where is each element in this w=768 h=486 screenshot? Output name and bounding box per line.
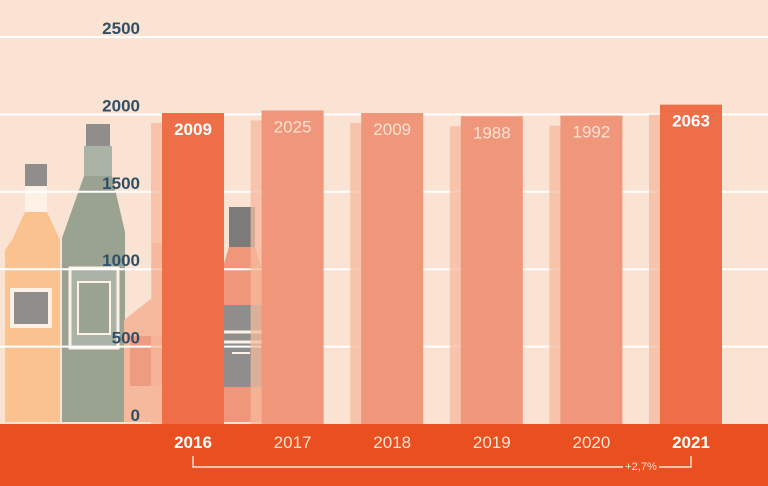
y-tick-label: 500: [112, 329, 140, 348]
baseline-band: [0, 424, 768, 486]
data-label-2017: 2025: [274, 118, 312, 137]
change-bracket: [192, 456, 692, 468]
y-tick-label: 1500: [102, 174, 140, 193]
bar-2019: [460, 116, 523, 424]
data-label-2020: 1992: [572, 123, 610, 142]
x-tick-label-2020: 2020: [572, 433, 610, 452]
x-tick-label-2019: 2019: [473, 433, 511, 452]
y-tick-label: 0: [131, 406, 140, 425]
y-tick-label: 1000: [102, 251, 140, 270]
data-label-2018: 2009: [373, 120, 411, 139]
bottle-icon: [5, 164, 60, 422]
data-label-2019: 1988: [473, 123, 511, 142]
bar-2021: [660, 104, 722, 425]
change-label-backdrop: [623, 460, 659, 472]
bar-2017: [261, 110, 324, 424]
x-tick-label-2021: 2021: [672, 433, 710, 452]
bar-2016: [162, 113, 224, 424]
x-tick-label-2017: 2017: [274, 433, 312, 452]
change-label: +2,7%: [625, 461, 657, 473]
y-tick-label: 2500: [102, 19, 140, 38]
bars: 2009 2025 2009 1988 1992 2063: [151, 104, 722, 425]
data-label-2016: 2009: [174, 120, 212, 139]
change-annotation: +2,7%: [192, 456, 692, 473]
data-label-2021: 2063: [672, 112, 710, 131]
bar-2020: [560, 115, 623, 424]
y-axis: 0 500 1000 1500 2000 2500: [102, 19, 140, 425]
x-tick-label-2018: 2018: [373, 433, 411, 452]
bar-2018: [361, 113, 424, 424]
x-tick-label-2016: 2016: [174, 433, 212, 452]
y-tick-label: 2000: [102, 96, 140, 115]
bottle-icon: [62, 124, 125, 422]
x-axis: 2016 2017 2018 2019 2020 2021: [174, 433, 710, 452]
